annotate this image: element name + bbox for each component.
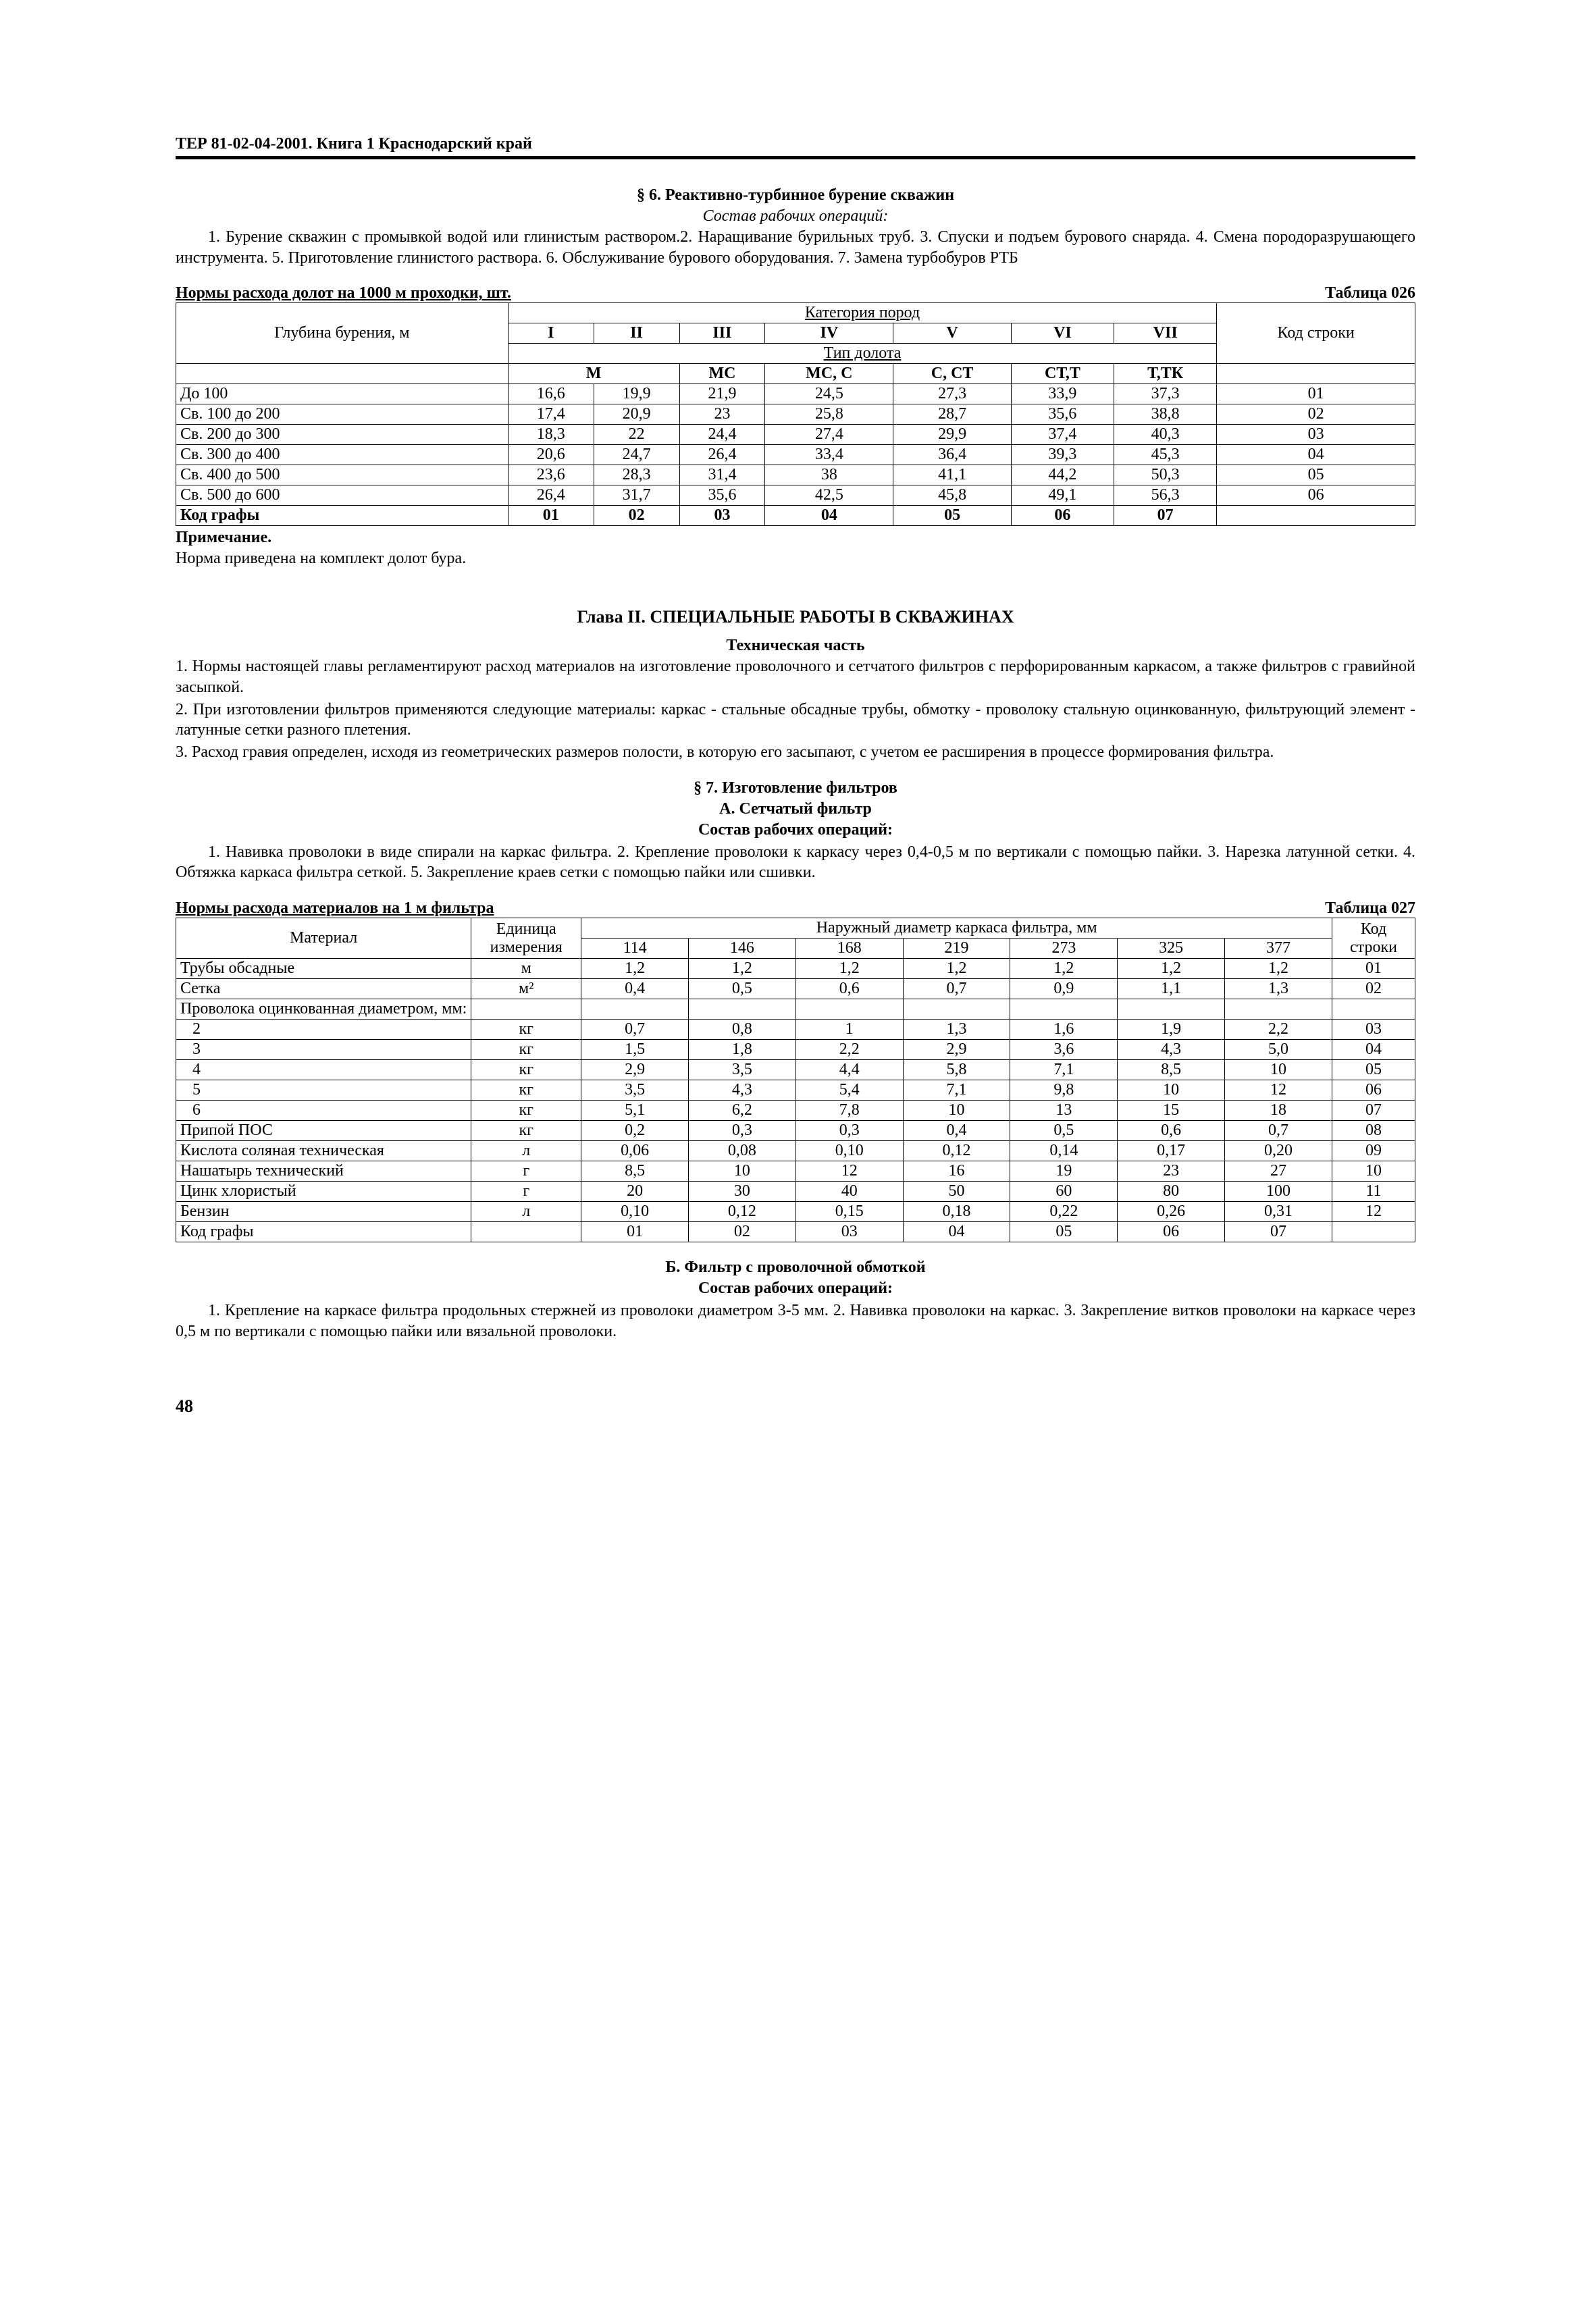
sect7-ops: Состав рабочих операций: xyxy=(176,821,1415,839)
table-026: Глубина бурения, м Категория пород Код с… xyxy=(176,302,1415,526)
sect6-sub: Состав рабочих операций: xyxy=(176,207,1415,226)
t026-h-tip: Тип долота xyxy=(508,344,1217,364)
table-row: Нашатырь техническийг8,510121619232710 xyxy=(176,1161,1415,1182)
note-head: Примечание. xyxy=(176,529,1415,547)
sect6-para: 1. Бурение скважин с промывкой водой или… xyxy=(176,227,1415,268)
sectB-ops: Состав рабочих операций: xyxy=(176,1279,1415,1298)
table-row: Проволока оцинкованная диамет­ром, мм: xyxy=(176,999,1415,1020)
t026-h-depth: Глубина бурения, м xyxy=(176,303,508,364)
t026-h-cat: Категория пород xyxy=(508,303,1217,323)
table-row: Св. 200 до 30018,32224,427,429,937,440,3… xyxy=(176,425,1415,445)
table-row: Св. 300 до 40020,624,726,433,436,439,345… xyxy=(176,445,1415,465)
t027-h-code: Код строки xyxy=(1332,918,1415,959)
chapter2-sub: Техническая часть xyxy=(176,637,1415,655)
ch2-p1: 1. Нормы настоящей главы регламентируют … xyxy=(176,656,1415,697)
table-row: Св. 400 до 50023,628,331,43841,144,250,3… xyxy=(176,465,1415,485)
table-row: 3кг1,51,82,22,93,64,35,004 xyxy=(176,1040,1415,1060)
table-row: 2кг0,70,811,31,61,92,203 xyxy=(176,1020,1415,1040)
table-row: Св. 500 до 60026,431,735,642,545,849,156… xyxy=(176,485,1415,506)
table-row: Припой ПОСкг0,20,30,30,40,50,60,708 xyxy=(176,1121,1415,1141)
chapter2-title: Глава II. СПЕЦИАЛЬНЫЕ РАБОТЫ В СКВАЖИНАХ xyxy=(176,607,1415,627)
sectB-para: 1. Крепление на каркасе фильтра продольн… xyxy=(176,1300,1415,1342)
t027-foot: Код графы 01 02 03 04 05 06 07 xyxy=(176,1222,1415,1242)
table-row: Бензинл0,100,120,150,180,220,260,3112 xyxy=(176,1202,1415,1222)
doc-header: ТЕР 81-02-04-2001. Книга 1 Краснодарский… xyxy=(176,135,1415,159)
tbl026-caption-right: Таблица 026 xyxy=(1325,284,1415,302)
sect7-title: § 7. Изготовление фильтров xyxy=(176,779,1415,797)
note-text: Норма приведена на комплект долот бура. xyxy=(176,548,1415,569)
table-row: Сеткам²0,40,50,60,70,91,11,302 xyxy=(176,979,1415,999)
t027-h-mat: Материал xyxy=(176,918,471,959)
table-row: 6кг5,16,27,81013151807 xyxy=(176,1101,1415,1121)
t026-foot: Код графы 01 02 03 04 05 06 07 xyxy=(176,506,1415,526)
table-row: До 10016,619,921,924,527,333,937,301 xyxy=(176,384,1415,404)
sectB-title: Б. Фильтр с проволочной обмоткой xyxy=(176,1259,1415,1277)
table-row: Цинк хлористыйг20304050608010011 xyxy=(176,1182,1415,1202)
table-row: Св. 100 до 20017,420,92325,828,735,638,8… xyxy=(176,404,1415,425)
ch2-p3: 3. Расход гравия определен, исходя из ге… xyxy=(176,742,1415,763)
tbl027-caption-left: Нормы расхода материалов на 1 м фильтра xyxy=(176,899,494,918)
sect7-subA: А. Сетчатый фильтр xyxy=(176,800,1415,818)
ch2-p2: 2. При изготовлении фильтров применяются… xyxy=(176,699,1415,741)
t027-h-unit: Единица измерения xyxy=(471,918,581,959)
page-number: 48 xyxy=(176,1396,1415,1417)
tbl027-caption-right: Таблица 027 xyxy=(1325,899,1415,918)
table-row: Трубы обсадныем1,21,21,21,21,21,21,201 xyxy=(176,959,1415,979)
sect6-title: § 6. Реактивно-турбинное бурение скважин xyxy=(176,186,1415,205)
table-row: Кислота соляная техническаял0,060,080,10… xyxy=(176,1141,1415,1161)
table-row: 5кг3,54,35,47,19,8101206 xyxy=(176,1080,1415,1101)
table-row: 4кг2,93,54,45,87,18,51005 xyxy=(176,1060,1415,1080)
sect7-para: 1. Навивка проволоки в виде спирали на к… xyxy=(176,842,1415,883)
table-027: Материал Единица измерения Наружный диам… xyxy=(176,918,1415,1242)
t026-h-code: Код стро­ки xyxy=(1217,303,1415,364)
tbl026-caption-left: Нормы расхода долот на 1000 м проходки, … xyxy=(176,284,511,302)
t027-h-diam: Наружный диаметр каркаса фильтра, мм xyxy=(581,918,1332,939)
